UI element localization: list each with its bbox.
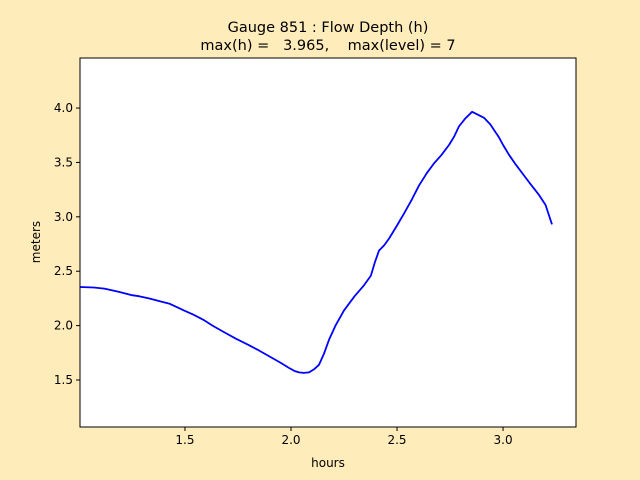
y-tick-label: 2.5 <box>54 264 73 278</box>
chart-title-line1: Gauge 851 : Flow Depth (h) <box>228 20 429 36</box>
x-axis-label: hours <box>311 456 345 470</box>
plot-frame <box>79 57 577 428</box>
plot-area <box>80 58 576 427</box>
y-tick-label: 3.0 <box>54 210 73 224</box>
y-tick-label: 3.5 <box>54 155 73 169</box>
chart-title-line2: max(h) = 3.965, max(level) = 7 <box>200 38 455 54</box>
x-tick-label: 2.5 <box>387 433 406 447</box>
x-tick-label: 1.5 <box>175 433 194 447</box>
y-tick-label: 2.0 <box>54 319 73 333</box>
y-tick-label: 4.0 <box>54 101 73 115</box>
series-line-h <box>79 110 553 374</box>
x-tick-label: 2.0 <box>281 433 300 447</box>
x-tick-label: 3.0 <box>494 433 513 447</box>
y-tick-label: 1.5 <box>54 373 73 387</box>
y-axis-label: meters <box>29 221 43 263</box>
